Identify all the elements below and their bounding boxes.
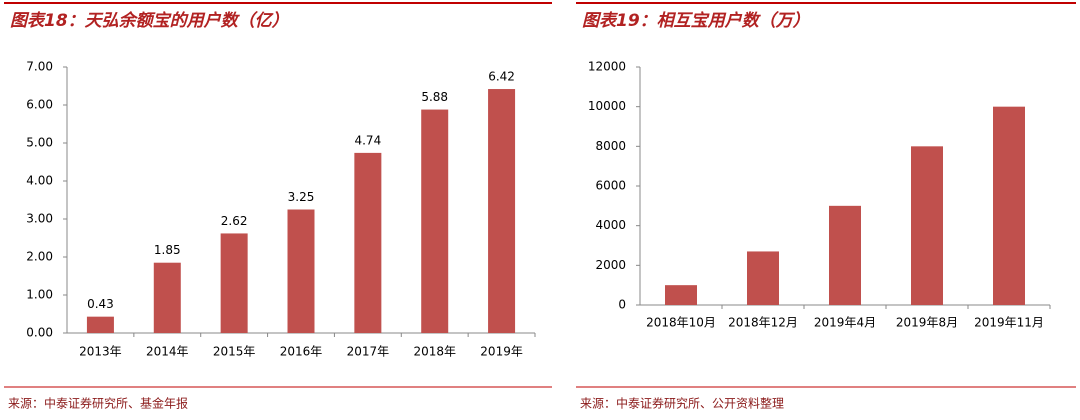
bar <box>993 106 1025 306</box>
y-tick-label: 3.00 <box>26 212 53 226</box>
bar <box>911 146 943 305</box>
x-tick-label: 2019年8月 <box>896 316 958 330</box>
y-tick-label: 2000 <box>595 258 626 272</box>
bar <box>829 205 861 305</box>
data-label: 3.25 <box>288 190 315 204</box>
x-tick-label: 2013年 <box>79 345 122 359</box>
bar <box>287 209 315 333</box>
source-note: 来源：中泰证券研究所、基金年报 <box>8 396 188 411</box>
data-label: 2.62 <box>221 214 248 228</box>
chart-title: 图表19：相互宝用户数（万） <box>582 11 810 31</box>
data-label: 1.85 <box>154 243 181 257</box>
x-tick-label: 2019年 <box>480 345 523 359</box>
data-label: 4.74 <box>354 133 381 147</box>
y-tick-label: 4000 <box>595 218 626 232</box>
x-tick-label: 2018年12月 <box>728 316 798 330</box>
x-tick-label: 2019年4月 <box>814 316 876 330</box>
y-tick-label: 6000 <box>595 179 626 193</box>
y-tick-label: 0.00 <box>26 326 53 340</box>
data-label: 0.43 <box>87 297 114 311</box>
x-tick-label: 2016年 <box>280 345 323 359</box>
bar <box>354 152 382 333</box>
bar <box>488 89 516 333</box>
bar <box>86 316 114 333</box>
data-label: 5.88 <box>421 90 448 104</box>
x-tick-label: 2019年11月 <box>974 316 1044 330</box>
data-label: 6.42 <box>488 70 515 84</box>
y-tick-label: 7.00 <box>26 60 53 74</box>
source-note: 来源：中泰证券研究所、公开资料整理 <box>580 396 784 411</box>
x-tick-label: 2017年 <box>347 345 390 359</box>
x-tick-label: 2014年 <box>146 345 189 359</box>
bar <box>747 251 779 305</box>
chart-title: 图表18：天弘余额宝的用户数（亿） <box>10 11 289 31</box>
y-tick-label: 4.00 <box>26 174 53 188</box>
bar <box>665 285 697 305</box>
x-tick-label: 2018年10月 <box>646 316 716 330</box>
bar <box>153 262 181 333</box>
y-tick-label: 2.00 <box>26 250 53 264</box>
x-tick-label: 2015年 <box>213 345 256 359</box>
bar <box>220 233 248 333</box>
y-tick-label: 1.00 <box>26 288 53 302</box>
y-tick-label: 5.00 <box>26 136 53 150</box>
y-tick-label: 12000 <box>588 60 626 74</box>
y-tick-label: 8000 <box>595 139 626 153</box>
x-tick-label: 2018年 <box>413 345 456 359</box>
y-tick-label: 10000 <box>588 99 626 113</box>
bar <box>421 109 449 333</box>
y-tick-label: 0 <box>618 298 626 312</box>
y-tick-label: 6.00 <box>26 98 53 112</box>
